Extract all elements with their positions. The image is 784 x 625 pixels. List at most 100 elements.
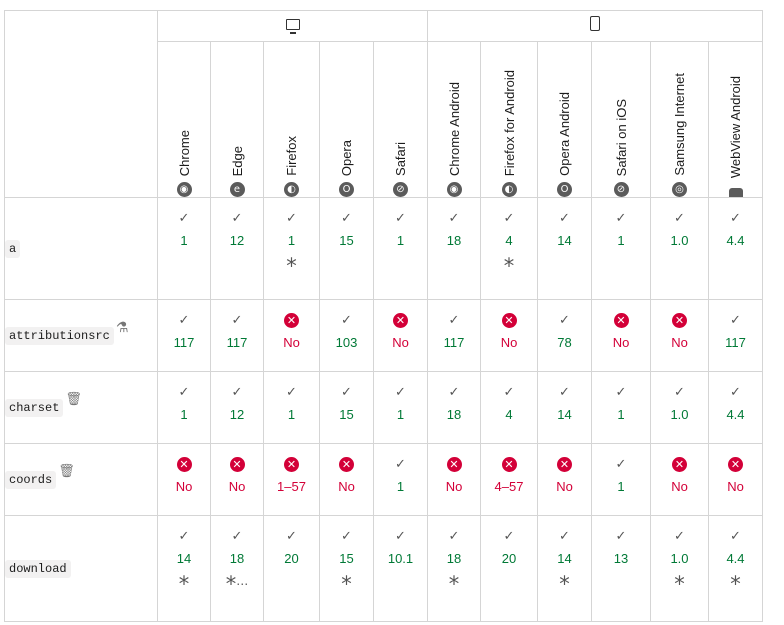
check-icon: ✓ <box>395 529 406 544</box>
support-cell[interactable]: ✓ 1 <box>373 197 428 300</box>
support-cell[interactable]: ✓ 12 <box>210 197 264 300</box>
browser-name: Opera Android <box>557 92 572 176</box>
support-cell[interactable]: ✕ No <box>650 299 709 372</box>
platform-header-row <box>4 10 763 198</box>
check-icon: ✓ <box>231 529 243 544</box>
footnote-asterisk-icon: * <box>158 573 210 595</box>
version-label: 117 <box>443 335 465 350</box>
support-cell[interactable]: ✓ 1 <box>591 197 651 300</box>
support-cell[interactable]: ✓ 1.0 <box>650 197 709 300</box>
version-label: 1 <box>287 407 296 422</box>
support-cell[interactable]: ✕ No <box>373 299 428 372</box>
check-icon: ✓ <box>341 313 352 328</box>
check-icon: ✓ <box>178 529 190 544</box>
safari-icon: ⊘ <box>613 182 629 197</box>
support-cell[interactable]: ✓ 18 * <box>427 515 481 622</box>
support-cell[interactable]: ✓ 18 <box>427 197 481 300</box>
support-cell[interactable]: ✕ No <box>263 299 320 372</box>
version-label: 1 <box>396 479 405 494</box>
version-label: 20 <box>501 551 517 566</box>
support-cell[interactable]: ✓ 4 <box>480 371 538 444</box>
support-cell[interactable]: ✓ 1 <box>263 371 320 444</box>
cross-icon: ✕ <box>672 457 687 472</box>
check-icon: ✓ <box>674 385 685 400</box>
support-cell[interactable]: ✓ 1 <box>157 197 211 300</box>
support-cell[interactable]: ✓ 1 <box>591 371 651 444</box>
support-cell[interactable]: ✕ No <box>319 443 374 516</box>
support-cell[interactable]: ✕ No <box>650 443 709 516</box>
support-cell[interactable]: ✓ 4.4 * <box>708 515 763 622</box>
version-label: 1 <box>180 407 188 422</box>
support-cell[interactable]: ✓ 15 <box>319 197 374 300</box>
chrome-icon: ◉ <box>446 182 462 197</box>
version-label: 4 <box>505 233 513 248</box>
support-cell[interactable]: ✓ 103 <box>319 299 374 372</box>
support-cell[interactable]: ✕ 4–57 <box>480 443 538 516</box>
support-cell[interactable]: ✓ 4 * <box>480 197 538 300</box>
support-cell[interactable]: ✓ 78 <box>537 299 592 372</box>
support-cell[interactable]: ✓ 12 <box>210 371 264 444</box>
support-cell[interactable]: ✓ 1.0 <box>650 371 709 444</box>
browser-name: Edge <box>229 145 245 176</box>
support-cell[interactable]: ✓ 1 <box>157 371 211 444</box>
browser-name: Samsung Internet <box>672 73 687 176</box>
cross-icon: ✕ <box>229 457 245 472</box>
support-cell[interactable]: ✓ 10.1 <box>373 515 428 622</box>
support-cell[interactable]: ✓ 15 <box>319 371 374 444</box>
support-cell[interactable]: ✓ 117 <box>210 299 264 372</box>
browser-header-row: Chrome ◉ Edge e Firefox ◐ Opera O Safari ⊘ Chrome … <box>5 41 763 198</box>
support-cell[interactable]: ✓ 14 * <box>157 515 211 622</box>
feature-name[interactable]: download <box>5 560 71 578</box>
check-icon: ✓ <box>286 211 297 226</box>
footnote-asterisk-icon: * <box>481 255 537 277</box>
cross-icon: ✕ <box>446 457 462 472</box>
support-cell[interactable]: ✓ 1.0 * <box>650 515 709 622</box>
support-cell[interactable]: ✓ 18 *⋯ <box>210 515 264 622</box>
support-cell[interactable]: ✓ 20 <box>480 515 538 622</box>
support-cell[interactable]: ✓ 117 <box>157 299 211 372</box>
support-cell[interactable]: ✓ 15 * <box>319 515 374 622</box>
support-cell[interactable]: ✕ No <box>480 299 538 372</box>
support-cell[interactable]: ✓ 1 <box>373 371 428 444</box>
support-cell[interactable]: ✓ 117 <box>708 299 763 372</box>
support-cell[interactable]: ✓ 20 <box>263 515 320 622</box>
mobile-icon <box>590 16 600 36</box>
version-label: 1 <box>180 233 188 248</box>
support-cell[interactable]: ✓ 1 <box>373 443 428 516</box>
support-cell[interactable]: ✓ 18 <box>427 371 481 444</box>
support-cell[interactable]: ✕ No <box>157 443 211 516</box>
support-cell[interactable]: ✕ No <box>591 299 651 372</box>
platform-mobile <box>427 10 763 42</box>
browser-name: Safari on iOS <box>613 98 629 176</box>
support-cell[interactable]: ✕ No <box>427 443 481 516</box>
feature-name[interactable]: a <box>5 240 21 258</box>
support-cell[interactable]: ✕ No <box>537 443 592 516</box>
check-icon: ✓ <box>286 529 297 544</box>
check-icon: ✓ <box>178 313 190 328</box>
support-cell[interactable]: ✓ 14 <box>537 197 592 300</box>
support-cell[interactable]: ✓ 1 <box>591 443 651 516</box>
support-cell[interactable]: ✓ 13 <box>591 515 651 622</box>
version-label: 117 <box>226 335 248 350</box>
check-icon: ✓ <box>178 385 190 400</box>
check-icon: ✓ <box>448 529 460 544</box>
support-cell[interactable]: ✕ No <box>708 443 763 516</box>
browser-name: Chrome Android <box>446 82 462 176</box>
support-cell[interactable]: ✓ 14 <box>537 371 592 444</box>
version-label: 12 <box>229 233 245 248</box>
footnote-asterisk-icon: * <box>428 573 480 595</box>
footnote-mark: * <box>341 572 352 596</box>
cross-icon: ✕ <box>284 313 299 328</box>
support-cell[interactable]: ✓ 4.4 <box>708 371 763 444</box>
feature-name[interactable]: charset <box>5 399 64 417</box>
feature-name[interactable]: coords <box>5 471 57 489</box>
feature-name[interactable]: attributionsrc <box>5 327 114 345</box>
support-cell[interactable]: ✕ No <box>210 443 264 516</box>
version-label: No <box>727 479 744 494</box>
support-cell[interactable]: ✕ 1–57 <box>263 443 320 516</box>
support-cell[interactable]: ✓ 1 * <box>263 197 320 300</box>
support-cell[interactable]: ✓ 4.4 <box>708 197 763 300</box>
android-icon <box>728 188 743 197</box>
support-cell[interactable]: ✓ 117 <box>427 299 481 372</box>
support-cell[interactable]: ✓ 14 * <box>537 515 592 622</box>
